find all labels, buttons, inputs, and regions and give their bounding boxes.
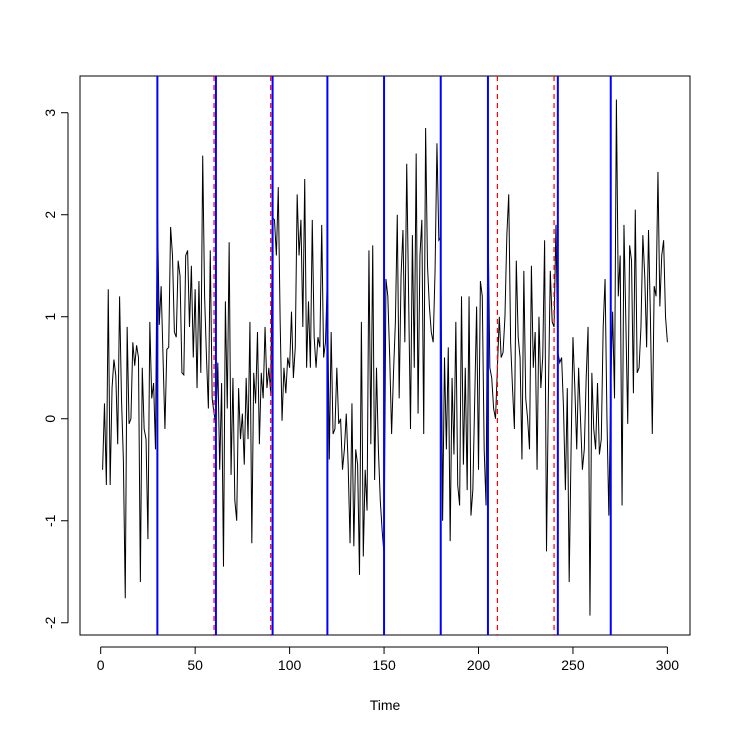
x-tick-label: 300 xyxy=(656,657,680,673)
y-tick-label: 2 xyxy=(42,211,58,219)
y-tick-label: 0 xyxy=(42,415,58,423)
y-tick-label: -2 xyxy=(42,616,58,629)
x-tick-label: 250 xyxy=(561,657,585,673)
x-tick-label: 0 xyxy=(97,657,105,673)
x-tick-label: 200 xyxy=(467,657,491,673)
y-tick-label: 3 xyxy=(42,109,58,117)
x-axis-label: Time xyxy=(370,697,401,713)
y-tick-label: 1 xyxy=(42,313,58,321)
x-tick-label: 50 xyxy=(187,657,203,673)
y-tick-label: -1 xyxy=(42,514,58,527)
x-tick-label: 100 xyxy=(278,657,302,673)
x-tick-label: 150 xyxy=(372,657,396,673)
